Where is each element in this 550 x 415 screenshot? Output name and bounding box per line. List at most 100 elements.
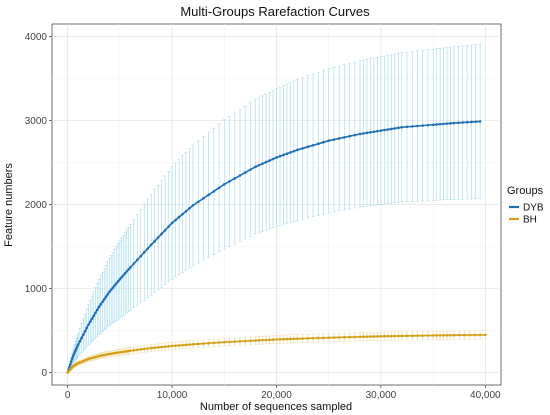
data-point xyxy=(386,128,390,131)
y-tick-label: 3000 xyxy=(25,116,48,127)
data-point xyxy=(120,275,123,279)
data-point xyxy=(113,284,116,287)
data-point xyxy=(74,349,77,352)
data-point xyxy=(465,120,469,124)
data-point xyxy=(129,266,132,269)
data-point xyxy=(268,338,271,342)
data-point xyxy=(296,337,299,340)
data-point xyxy=(337,137,341,140)
data-point xyxy=(421,334,424,337)
data-point xyxy=(474,120,478,123)
data-point xyxy=(68,365,71,369)
data-point xyxy=(275,338,278,341)
data-point xyxy=(383,334,386,338)
data-point xyxy=(473,333,477,337)
data-point xyxy=(435,123,438,126)
data-point xyxy=(372,335,376,338)
data-point xyxy=(261,338,264,342)
data-point xyxy=(188,206,191,210)
data-point xyxy=(383,128,386,132)
data-point xyxy=(249,168,252,171)
data-point xyxy=(94,311,97,315)
data-point xyxy=(212,190,216,193)
data-point xyxy=(397,334,400,338)
data-point xyxy=(132,348,136,352)
y-axis-title: Feature numbers xyxy=(3,163,15,247)
data-point xyxy=(322,336,325,340)
data-point xyxy=(163,345,167,348)
data-point xyxy=(445,122,449,125)
data-point xyxy=(106,293,109,296)
data-point xyxy=(153,346,156,350)
data-point xyxy=(275,156,278,159)
data-point xyxy=(301,337,304,340)
data-point xyxy=(170,221,174,225)
data-point xyxy=(343,335,346,339)
data-point xyxy=(397,126,400,130)
data-point xyxy=(410,334,414,338)
data-point xyxy=(327,336,331,339)
data-point xyxy=(188,343,191,346)
data-point xyxy=(292,337,296,341)
data-point xyxy=(222,183,226,186)
data-point xyxy=(238,340,242,343)
x-tick-label: 20,000 xyxy=(261,390,292,401)
data-point xyxy=(435,334,438,337)
data-point xyxy=(353,335,357,339)
data-point xyxy=(264,338,268,342)
x-tick-label: 10,000 xyxy=(157,390,188,401)
data-point xyxy=(217,186,221,190)
data-point xyxy=(348,335,351,339)
data-point xyxy=(421,124,424,127)
data-point xyxy=(461,121,465,124)
data-point xyxy=(82,333,85,336)
data-point xyxy=(365,131,369,135)
data-point xyxy=(289,337,292,341)
data-point xyxy=(376,335,379,338)
data-point xyxy=(348,134,351,138)
data-point xyxy=(139,254,143,258)
data-point xyxy=(122,274,125,277)
data-point xyxy=(400,334,404,338)
data-point xyxy=(365,335,369,338)
data-point xyxy=(217,341,221,344)
data-point xyxy=(292,149,296,153)
data-point xyxy=(332,336,336,339)
data-point xyxy=(254,339,257,342)
data-point xyxy=(75,345,79,348)
data-point xyxy=(426,334,430,337)
data-point xyxy=(301,147,304,150)
data-point xyxy=(184,209,188,213)
x-tick-label: 30,000 xyxy=(366,390,397,401)
data-point xyxy=(156,236,160,239)
data-point xyxy=(71,355,75,358)
data-point xyxy=(228,180,231,183)
data-point xyxy=(362,335,365,339)
data-point xyxy=(243,171,247,174)
data-point xyxy=(390,127,393,131)
data-point xyxy=(177,215,181,219)
data-point xyxy=(457,333,461,337)
data-point xyxy=(174,344,177,347)
data-point xyxy=(95,308,99,312)
data-point xyxy=(442,334,445,337)
data-point xyxy=(191,342,195,346)
data-point xyxy=(153,239,156,243)
data-point xyxy=(353,133,357,137)
data-point xyxy=(73,351,76,354)
x-axis-title: Number of sequences sampled xyxy=(200,401,352,413)
x-tick-label: 0 xyxy=(65,390,71,401)
data-point xyxy=(132,262,136,265)
y-tick-label: 4000 xyxy=(25,32,48,43)
data-point xyxy=(196,200,200,204)
data-point xyxy=(146,347,150,350)
data-point xyxy=(379,335,383,338)
data-point xyxy=(243,339,247,343)
y-tick-label: 0 xyxy=(41,368,47,379)
data-point xyxy=(416,124,419,128)
data-point xyxy=(358,132,362,136)
data-point xyxy=(146,247,150,250)
data-point xyxy=(322,140,325,144)
